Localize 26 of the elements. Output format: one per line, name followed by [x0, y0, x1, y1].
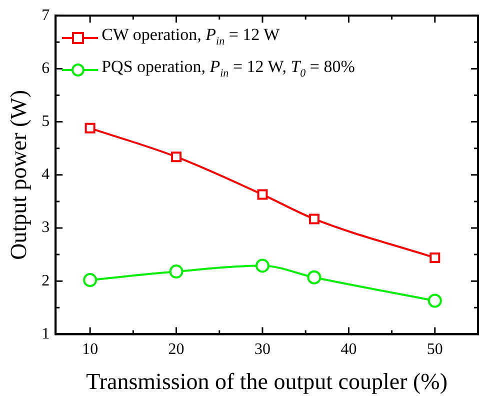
y-tick-label: 6 — [42, 60, 50, 77]
y-tick-label: 4 — [42, 166, 50, 184]
y-tick-label: 5 — [42, 113, 50, 130]
point — [171, 152, 182, 162]
x-tick-label: 30 — [254, 341, 270, 358]
x-tick-label: 50 — [426, 341, 443, 358]
x-tick-label: 40 — [340, 341, 357, 358]
point — [83, 273, 98, 288]
y-tick-label: 1 — [42, 325, 50, 342]
point — [308, 214, 320, 224]
x-tick-label: 20 — [168, 341, 184, 358]
legend-label: CW operation, P$_{in}$ = 12 W — [102, 24, 280, 49]
x-tick-label: 10 — [82, 341, 98, 358]
point — [307, 270, 322, 284]
legend-label: PQS operation, P$_{in}$ = 12 W, T$_{0}$ = 80% — [102, 56, 355, 82]
y-tick-label: 2 — [42, 272, 50, 290]
y-axis-title: Output power (W) — [6, 90, 31, 260]
point — [430, 252, 440, 263]
y-tick-label: 7 — [42, 6, 50, 24]
point — [255, 258, 270, 273]
point — [257, 189, 268, 200]
point — [84, 122, 96, 134]
x-axis-title: Transmission of the output coupler (%) — [86, 369, 448, 394]
point — [428, 294, 442, 308]
point — [169, 264, 184, 279]
y-tick-label: 3 — [42, 219, 50, 236]
